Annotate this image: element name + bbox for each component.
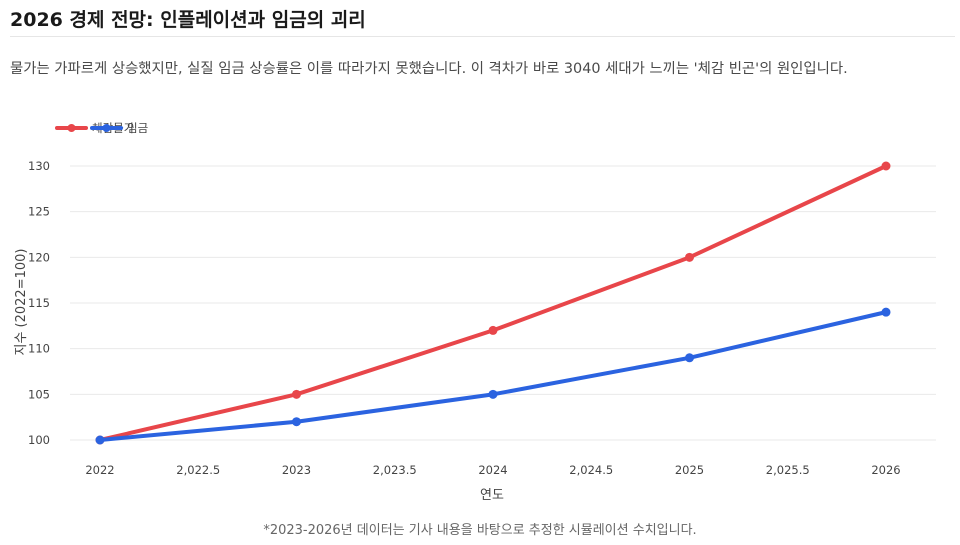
data-point[interactable] [685,353,694,363]
y-tick-label: 125 [28,205,50,219]
x-tick-label: 2,024.5 [569,463,613,477]
data-point[interactable] [292,417,301,427]
y-axis-tick-labels: 100 105 110 115 120 125 130 [28,159,50,447]
legend[interactable]: 체감물가임금 [55,121,148,135]
footnote: *2023-2026년 데이터는 기사 내용을 바탕으로 추정한 시뮬레이션 수… [263,523,697,538]
x-tick-label: 2026 [871,463,900,477]
title-divider [10,36,955,37]
y-tick-label: 120 [28,250,50,264]
y-tick-label: 100 [28,433,50,447]
x-tick-label: 2024 [478,463,507,477]
x-tick-label: 2,025.5 [766,463,810,477]
data-point[interactable] [685,252,694,262]
data-point[interactable] [488,325,498,335]
page-subtitle: 물가는 가파르게 상승했지만, 실질 임금 상승률은 이를 따라가지 못했습니다… [10,61,848,77]
page-title: 2026 경제 전망: 인플레이션과 임금의 괴리 [10,9,366,31]
data-point[interactable] [488,389,498,399]
x-tick-label: 2,023.5 [373,463,417,477]
x-tick-label: 2022 [85,463,114,477]
legend-swatch-point [102,124,111,132]
y-tick-label: 105 [28,387,50,401]
data-point[interactable] [881,307,891,317]
y-tick-label: 110 [28,342,50,356]
grid-lines [70,165,936,441]
x-tick-label: 2,022.5 [176,463,220,477]
data-point[interactable] [95,435,105,445]
series-lines [95,161,891,445]
x-axis-label: 연도 [480,488,504,503]
data-point[interactable] [881,161,891,171]
y-axis-label: 지수 (2022=100) [14,249,29,356]
x-axis-tick-labels: 2022 2,022.5 2023 2,023.5 2024 2,024.5 2025 2,0… [85,463,900,477]
x-tick-label: 2023 [282,463,311,477]
y-tick-label: 115 [28,296,50,310]
legend-label[interactable]: 임금 [127,121,148,135]
data-point[interactable] [292,389,301,399]
legend-swatch-point [67,124,76,132]
x-tick-label: 2025 [675,463,704,477]
y-tick-label: 130 [28,159,50,173]
